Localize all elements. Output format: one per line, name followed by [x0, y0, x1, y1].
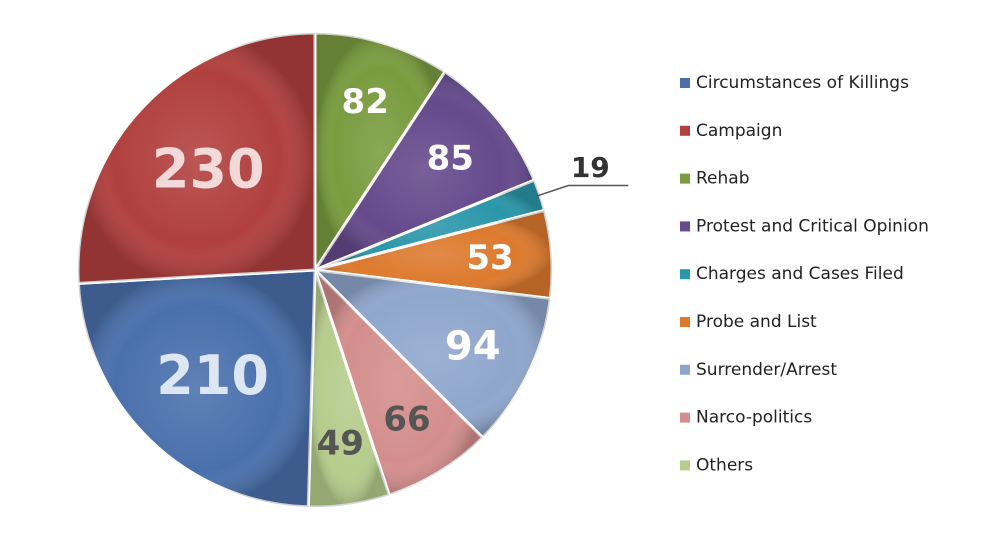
- data-label-protest-and-critical-opinion: 85: [427, 138, 474, 178]
- legend-swatch: [680, 125, 690, 136]
- legend-item-rehab: Rehab: [680, 169, 750, 189]
- legend-item-circumstances-of-killings: Circumstances of Killings: [680, 73, 909, 93]
- legend-label: Others: [696, 455, 753, 475]
- legend-item-narco-politics: Narco-politics: [680, 408, 812, 428]
- data-label-narco-politics: 66: [383, 399, 430, 439]
- legend-item-charges-and-cases-filed: Charges and Cases Filed: [680, 264, 904, 284]
- legend-label: Surrender/Arrest: [696, 360, 837, 380]
- legend-label: Charges and Cases Filed: [696, 264, 904, 284]
- data-label-charges-and-cases-filed: 19: [571, 151, 610, 184]
- legend-item-probe-and-list: Probe and List: [680, 312, 817, 332]
- legend-swatch: [680, 78, 690, 88]
- legend-item-surrender-arrest: Surrender/Arrest: [680, 360, 837, 380]
- legend-swatch: [680, 173, 690, 184]
- legend-swatch: [680, 460, 690, 471]
- legend-label: Protest and Critical Opinion: [696, 216, 929, 236]
- legend-swatch: [680, 412, 690, 423]
- data-label-campaign: 230: [152, 138, 265, 201]
- legend-label: Probe and List: [696, 312, 817, 332]
- data-label-rehab: 82: [342, 82, 389, 122]
- pie-data-labels: 82 85 19 53 94 66 49 210 230: [152, 82, 629, 464]
- data-label-probe-and-list: 53: [466, 238, 513, 278]
- legend-label: Circumstances of Killings: [696, 73, 909, 93]
- data-label-surrender-arrest: 94: [445, 324, 501, 370]
- legend-label: Rehab: [696, 169, 750, 189]
- leader-line-charges-and-cases-filed: [535, 184, 629, 198]
- legend-label: Campaign: [696, 121, 782, 141]
- legend: Circumstances of Killings Campaign Rehab Pr…: [680, 73, 929, 475]
- legend-item-protest-and-critical-opinion: Protest and Critical Opinion: [680, 216, 929, 236]
- legend-label: Narco-politics: [696, 408, 812, 428]
- legend-swatch: [680, 269, 690, 280]
- legend-swatch: [680, 221, 690, 232]
- legend-swatch: [680, 317, 690, 327]
- legend-item-others: Others: [680, 455, 753, 475]
- data-label-circumstances-of-killings: 210: [156, 344, 269, 407]
- data-label-others: 49: [317, 424, 364, 464]
- legend-swatch: [680, 364, 690, 375]
- legend-item-campaign: Campaign: [680, 121, 782, 141]
